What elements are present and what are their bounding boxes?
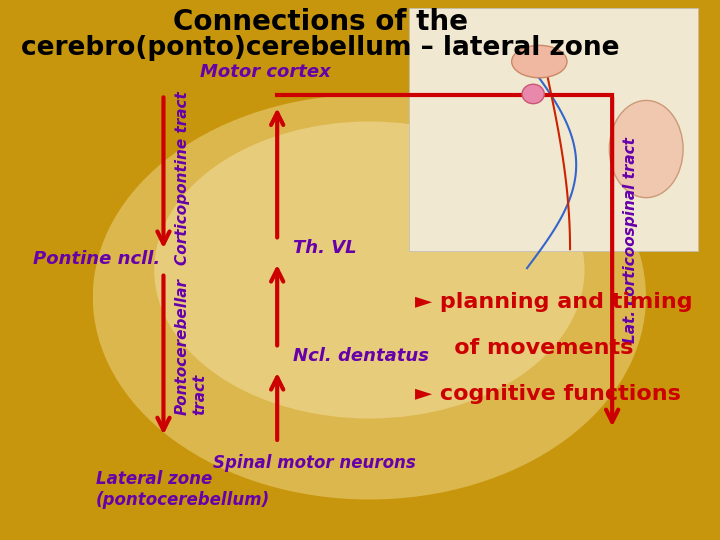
Text: ► cognitive functions: ► cognitive functions bbox=[415, 384, 681, 404]
Text: Spinal motor neurons: Spinal motor neurons bbox=[212, 454, 415, 471]
FancyBboxPatch shape bbox=[410, 8, 698, 251]
Text: Pontine ncll.: Pontine ncll. bbox=[33, 250, 161, 268]
Text: Th. VL: Th. VL bbox=[292, 239, 356, 258]
Text: Ncl. dentatus: Ncl. dentatus bbox=[292, 347, 428, 366]
Text: Lat. corticoospinal tract: Lat. corticoospinal tract bbox=[624, 137, 638, 343]
Ellipse shape bbox=[93, 94, 646, 500]
Text: of movements: of movements bbox=[431, 338, 633, 359]
Ellipse shape bbox=[512, 45, 567, 78]
Ellipse shape bbox=[154, 122, 585, 418]
Text: Corticopontine tract: Corticopontine tract bbox=[174, 91, 189, 265]
Ellipse shape bbox=[609, 100, 683, 198]
Text: Pontocerebellar
tract: Pontocerebellar tract bbox=[174, 279, 207, 415]
Text: Motor cortex: Motor cortex bbox=[199, 63, 330, 81]
Circle shape bbox=[522, 84, 544, 104]
Text: Lateral zone
(pontocerebellum): Lateral zone (pontocerebellum) bbox=[96, 470, 270, 509]
Text: ► planning and timing: ► planning and timing bbox=[415, 292, 693, 313]
Text: Connections of the: Connections of the bbox=[173, 8, 468, 36]
Text: cerebro(ponto)cerebellum – lateral zone: cerebro(ponto)cerebellum – lateral zone bbox=[21, 35, 619, 61]
